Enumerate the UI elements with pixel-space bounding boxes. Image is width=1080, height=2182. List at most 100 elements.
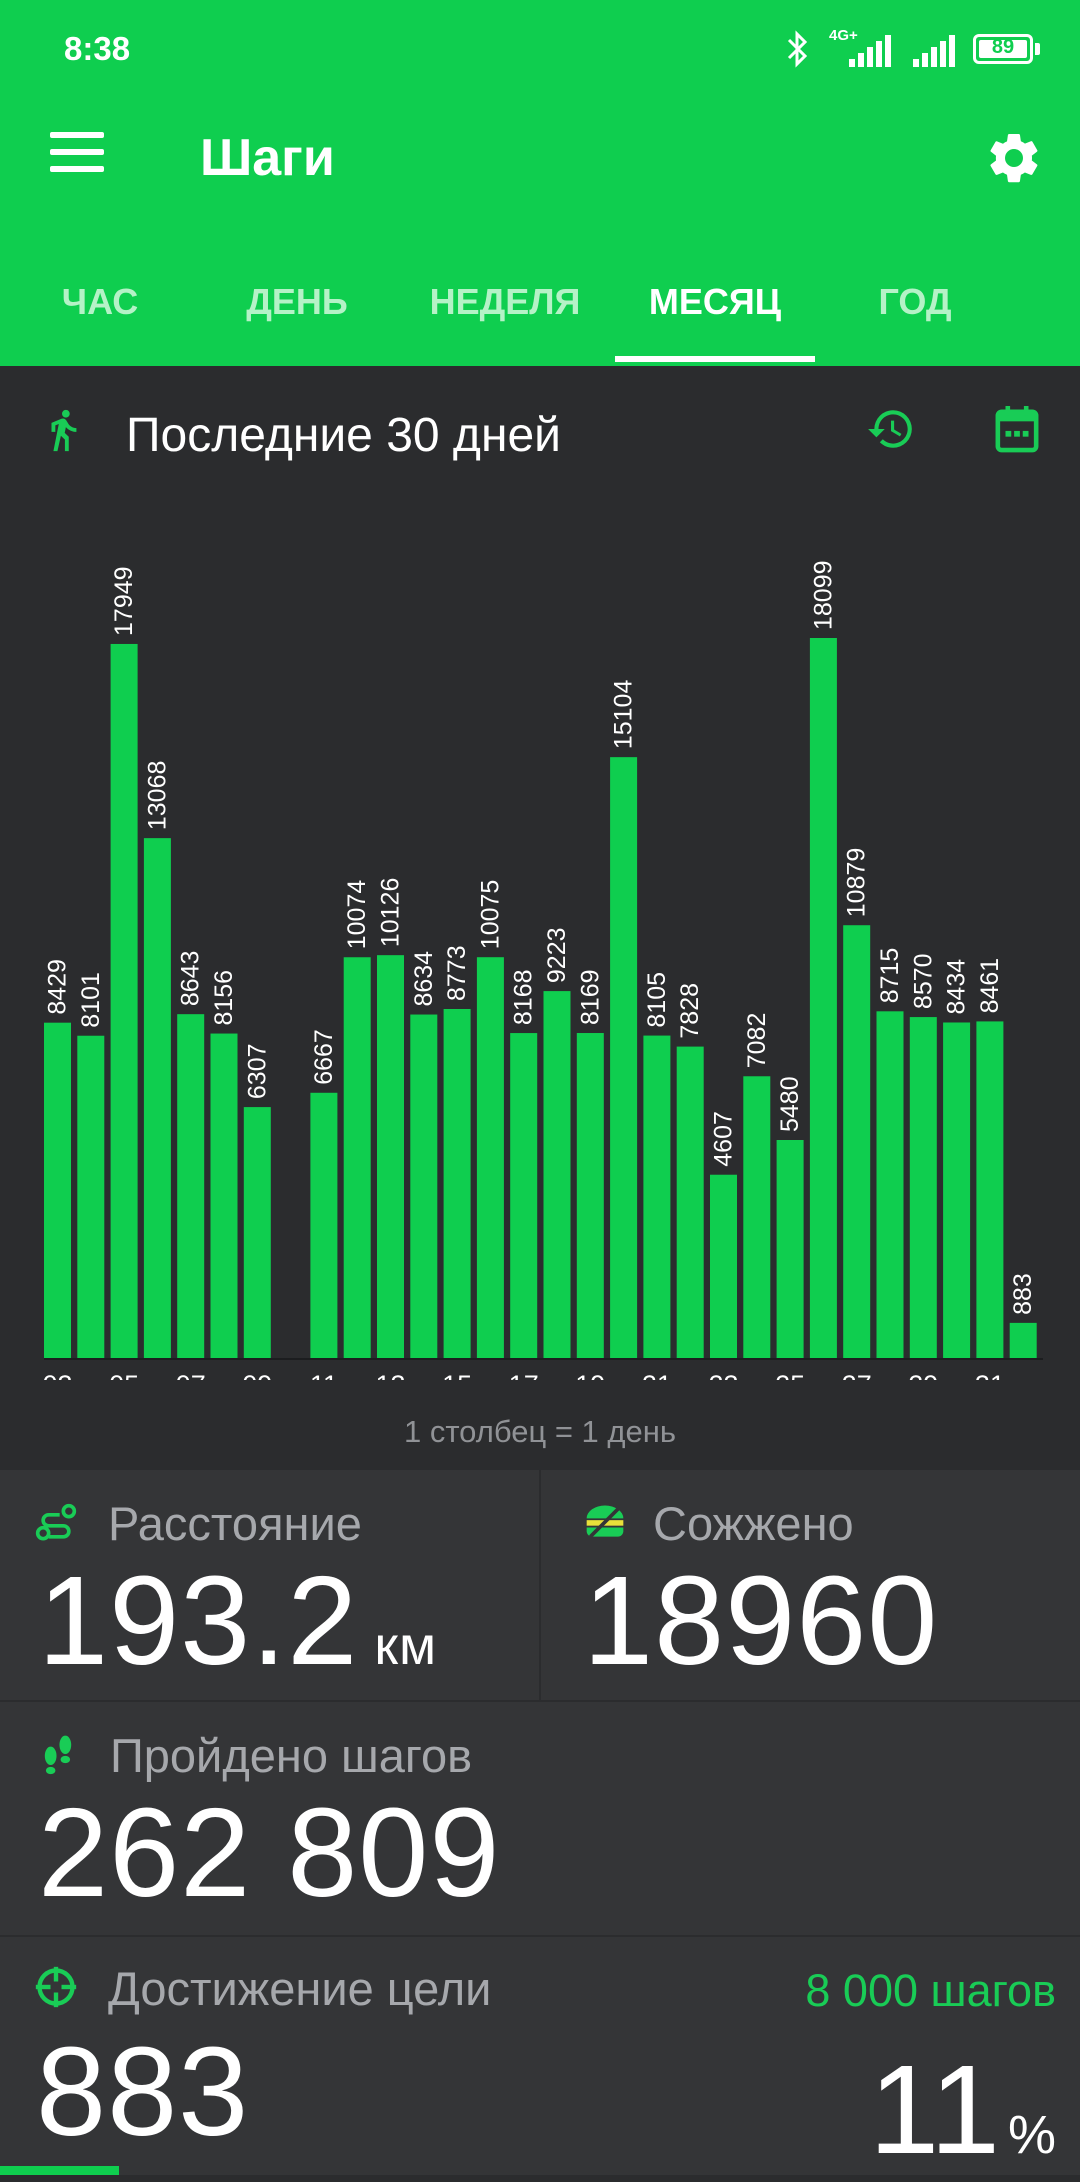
x-tick-13: 13 [375, 1370, 405, 1380]
bar-31 [976, 1021, 1004, 1358]
bar-label-11: 6667 [310, 1029, 338, 1085]
bar-label-25: 5480 [776, 1076, 804, 1132]
steps-label: Пройдено шагов [110, 1729, 473, 1782]
tab-bar: ЧАС ДЕНЬ НЕДЕЛЯ МЕСЯЦ ГОД [0, 270, 1080, 366]
calories-label: Сожжено [653, 1497, 854, 1550]
battery-icon: 89 [973, 34, 1033, 64]
x-tick-29: 29 [908, 1370, 938, 1380]
battery-tip [1035, 43, 1040, 55]
x-tick-31: 31 [975, 1370, 1005, 1380]
bar-29 [909, 1017, 937, 1358]
tab-year[interactable]: ГОД [878, 281, 952, 322]
bar-28 [876, 1011, 904, 1358]
bluetooth-icon [787, 30, 808, 68]
bar-11 [310, 1092, 338, 1358]
bar-05 [110, 643, 138, 1358]
bar-18 [543, 991, 571, 1358]
bar-25 [776, 1139, 804, 1358]
goal-target: 8 000 шагов [805, 1965, 1056, 2016]
distance-unit: км [374, 1616, 438, 1676]
bar-label-06: 13068 [143, 761, 171, 831]
history-icon[interactable] [866, 404, 916, 454]
signal-4g-icon: 4G+ [829, 27, 893, 69]
bar-label-14: 8634 [410, 951, 438, 1007]
bar-03 [44, 1022, 71, 1358]
chart-footnote: 1 столбец = 1 день [403, 1414, 677, 1449]
tab-day[interactable]: ДЕНЬ [246, 281, 348, 322]
bar-14 [410, 1014, 438, 1358]
x-tick-03: 03 [42, 1370, 72, 1380]
bar-04 [77, 1035, 105, 1358]
goal-percent-number: 11 [869, 2039, 1000, 2180]
bar-22 [676, 1046, 704, 1358]
bar-12 [343, 957, 371, 1358]
bar-20 [610, 757, 638, 1358]
app-bar [0, 0, 1080, 366]
x-tick-17: 17 [509, 1370, 539, 1380]
tab-month[interactable]: МЕСЯЦ [648, 281, 782, 322]
tab-hour[interactable]: ЧАС [61, 281, 139, 322]
status-icons: 4G+ 89 [785, 26, 1040, 72]
bar-08 [210, 1033, 238, 1358]
bar-label-09: 6307 [243, 1043, 271, 1099]
x-tick-23: 23 [708, 1370, 738, 1380]
x-tick-25: 25 [775, 1370, 805, 1380]
x-tick-07: 07 [176, 1370, 206, 1380]
bar-label-13: 10126 [377, 878, 405, 948]
bar-label-31: 8461 [976, 958, 1004, 1014]
menu-icon[interactable] [50, 132, 104, 176]
distance-label: Расстояние [108, 1497, 362, 1550]
distance-panel: Расстояние 193.2 км [0, 1470, 539, 1700]
goal-label: Достижение цели [108, 1962, 492, 2015]
bar-label-19: 8169 [576, 969, 604, 1025]
bar-label-03: 8429 [44, 959, 72, 1015]
bar-label-08: 8156 [210, 970, 238, 1026]
bar-label-05: 17949 [110, 566, 138, 636]
bar-label-24: 7082 [743, 1013, 771, 1069]
bar-21 [643, 1035, 671, 1358]
bar-label-27: 10879 [843, 848, 871, 918]
calories-value: 18960 [583, 1550, 939, 1691]
goal-panel: Достижение цели 8 000 шагов 883 11% [0, 1937, 1080, 2180]
bar-06 [143, 838, 171, 1358]
goal-percent-sign: % [1007, 2105, 1056, 2165]
bar-26 [809, 638, 837, 1358]
x-tick-21: 21 [642, 1370, 672, 1380]
bar-19 [576, 1033, 604, 1358]
bar-label-18: 9223 [543, 927, 571, 983]
bar-23 [710, 1174, 737, 1358]
bar-label-22: 7828 [676, 983, 704, 1039]
x-tick-11: 11 [310, 1370, 338, 1380]
bar-label-07: 8643 [177, 951, 205, 1007]
goal-value: 883 [36, 2021, 250, 2162]
bar-27 [843, 925, 871, 1358]
bar-13 [377, 955, 404, 1358]
active-tab-indicator [615, 356, 815, 362]
section-title: Последние 30 дней [126, 409, 561, 462]
route-icon [35, 1503, 77, 1541]
distance-number: 193.2 [38, 1550, 359, 1691]
bar-09 [243, 1107, 271, 1358]
bar-17 [510, 1033, 538, 1358]
goal-progress-bar [0, 2166, 119, 2175]
bar-30 [943, 1022, 971, 1358]
bar-15 [443, 1008, 471, 1358]
bar-label-21: 8105 [643, 972, 671, 1028]
bar-label-23: 4607 [710, 1111, 738, 1167]
bar-label-04: 8101 [77, 972, 105, 1028]
bar-label-26: 18099 [809, 560, 837, 630]
x-tick-27: 27 [842, 1370, 872, 1380]
calendar-icon[interactable] [994, 404, 1040, 454]
bar-24 [743, 1076, 771, 1358]
status-time: 8:38 [64, 30, 131, 67]
bar-label-12: 10074 [343, 880, 371, 950]
burger-icon [586, 1505, 624, 1538]
gear-icon[interactable] [984, 128, 1044, 188]
x-tick-19: 19 [575, 1370, 605, 1380]
calories-panel: Сожжено 18960 [541, 1470, 1080, 1700]
tab-week[interactable]: НЕДЕЛЯ [429, 281, 581, 322]
bar-label-20: 15104 [610, 680, 638, 750]
bar-label-15: 8773 [443, 945, 471, 1001]
target-icon [35, 1966, 77, 2008]
